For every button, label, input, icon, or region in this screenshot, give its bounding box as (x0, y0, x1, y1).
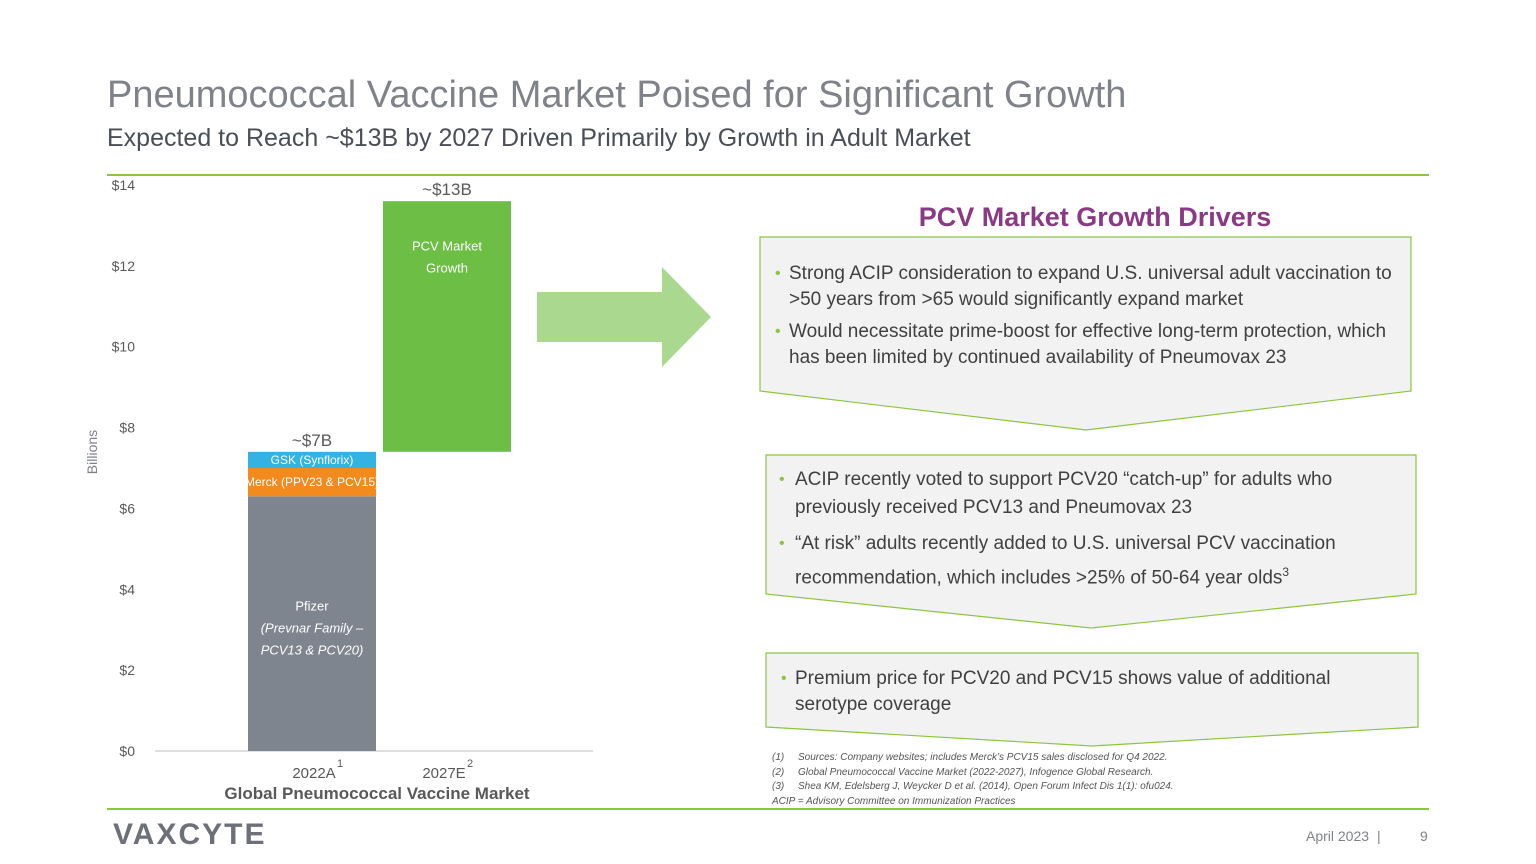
footnote: (1) Sources: Company websites; includes M… (772, 752, 1168, 763)
vaxcyte-logo: VAXCYTE (113, 818, 267, 851)
footnote: (2) Global Pneumococcal Vaccine Market (2… (772, 766, 1154, 778)
page-number: 9 (1420, 828, 1428, 844)
bar-segment-label: Pfizer (295, 599, 329, 614)
drivers-title: PCV Market Growth Drivers (918, 202, 1272, 232)
bar-segment-label: (Prevnar Family – (261, 621, 364, 636)
x-tick-label: 2027E (422, 765, 465, 782)
drivers-box-3-item: • Premium price for PCV20 and PCV15 shows… (781, 668, 1331, 715)
y-tick-label: $4 (119, 581, 135, 597)
drivers-box-3-shape (765, 652, 1419, 747)
drivers-box-1: • Strong ACIP consideration to expand U.S… (775, 261, 1405, 377)
slide-subtitle: Expected to Reach ~$13B by 2027 Driven P… (107, 124, 971, 152)
drivers-box-1-item: • Would necessitate prime-boost for effec… (775, 321, 1387, 368)
bar-segment (383, 201, 511, 452)
chart-title: Global Pneumococcal Vaccine Market (224, 784, 530, 803)
top-divider (107, 174, 1429, 176)
bullet-icon: • (775, 323, 781, 340)
drivers-box-2-item: • “At risk” adults recently added to U.S.… (767, 530, 1387, 592)
y-tick-label: $10 (112, 339, 136, 355)
drivers-box-2-shape (765, 454, 1417, 629)
y-axis-label: Billions (84, 430, 100, 474)
bar-total-label: ~$7B (292, 431, 332, 450)
bullet-icon: • (781, 670, 787, 687)
arrow-icon (537, 267, 711, 367)
bar-segment-label: GSK (Synflorix) (271, 453, 354, 467)
bullet-icon: • (779, 471, 785, 488)
footnote: (3) Shea KM, Edelsberg J, Weycker D et al… (772, 781, 1174, 792)
bar-total-label: ~$13B (422, 180, 472, 199)
y-tick-label: $0 (119, 743, 135, 759)
y-tick-label: $12 (112, 258, 136, 274)
bar-segment (248, 496, 376, 751)
bar-segment-label: Merck (PPV23 & PCV15) (245, 475, 379, 489)
bar-segment-label: PCV13 & PCV20) (261, 643, 364, 658)
drivers-box-3: • Premium price for PCV20 and PCV15 shows… (781, 666, 1381, 724)
bar-segment (248, 468, 376, 497)
drivers-box-1-shape (759, 236, 1412, 431)
bottom-divider (107, 808, 1429, 810)
bullet-icon: • (779, 535, 785, 552)
y-tick-label: $2 (119, 662, 135, 678)
footnote-ref-3: 3 (1282, 565, 1290, 579)
y-tick-label: $14 (112, 177, 136, 193)
x-tick-superscript: 1 (337, 758, 343, 770)
y-tick-label: $8 (119, 420, 135, 436)
footnote: ACIP = Advisory Committee on Immunizatio… (772, 795, 1016, 807)
bar-segment-label: Growth (426, 261, 468, 276)
y-tick-label: $6 (119, 500, 135, 516)
bar-segment-label: PCV Market (412, 239, 482, 254)
x-tick-label: 2022A (292, 765, 335, 782)
drivers-box-2: • ACIP recently voted to support PCV20 “c… (767, 466, 1387, 600)
drivers-box-1-item: • Strong ACIP consideration to expand U.S… (775, 263, 1392, 310)
footnotes: (1) Sources: Company websites; includes M… (772, 751, 1174, 809)
footer-date: April 2023 | (1306, 828, 1381, 844)
slide-title: Pneumococcal Vaccine Market Poised for S… (107, 74, 1127, 116)
drivers-box-2-item: • ACIP recently voted to support PCV20 “c… (767, 466, 1387, 522)
bar-segment (248, 451, 376, 468)
bullet-icon: • (775, 265, 781, 282)
x-tick-superscript: 2 (467, 758, 473, 770)
